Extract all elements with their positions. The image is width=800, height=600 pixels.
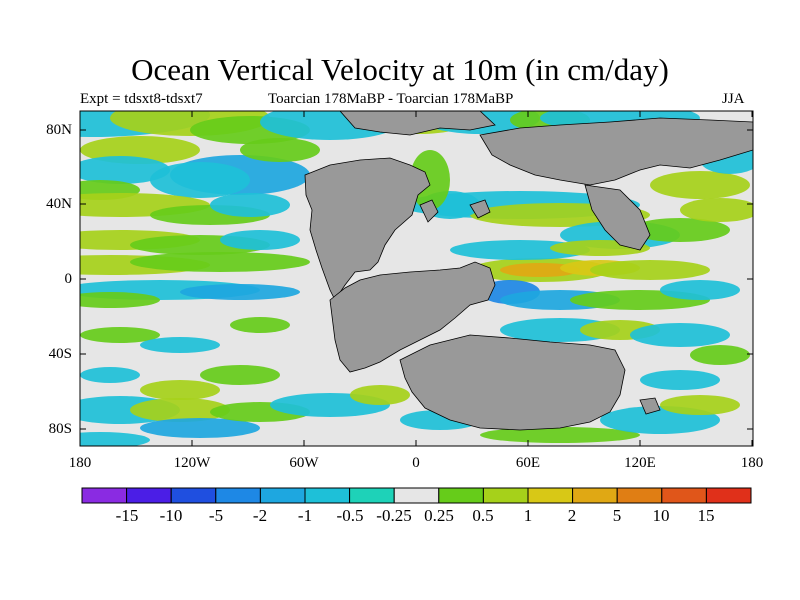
colorbar-label: 0.5 [472, 506, 494, 525]
lon-label-60w: 60W [289, 455, 319, 471]
lon-label-180e: 180 [740, 455, 764, 471]
colorbar-label: 0.25 [424, 506, 454, 525]
experiment-label: Expt = tdsxt8-tdsxt7 [80, 91, 203, 107]
landmass [479, 117, 753, 186]
lat-label-40n: 40N [46, 196, 72, 212]
landmass [339, 111, 496, 136]
lat-label-40s: 40S [48, 346, 72, 362]
lat-label-80n: 80N [46, 122, 72, 138]
colorbar-label: -1 [297, 506, 313, 525]
landmass [399, 334, 626, 431]
landmass [639, 397, 661, 415]
colorbar-label: -10 [159, 506, 183, 525]
landmass [584, 184, 651, 251]
period-label: Toarcian 178MaBP - Toarcian 178MaBP [268, 91, 514, 107]
colorbar-label: 5 [612, 506, 622, 525]
lat-label-80s: 80S [48, 421, 72, 437]
colorbar-label: 10 [652, 506, 670, 525]
landmass [329, 261, 496, 373]
colorbar-label: -2 [252, 506, 268, 525]
season-label: JJA [722, 91, 745, 107]
lat-label-0: 0 [64, 271, 73, 287]
map-title: Ocean Vertical Velocity at 10m (in cm/da… [131, 52, 669, 87]
colorbar-label: 2 [567, 506, 577, 525]
colorbar-label: 1 [523, 506, 533, 525]
land-masses [304, 111, 753, 431]
lon-label-120e: 120E [624, 455, 656, 471]
lon-label-180w: 180 [68, 455, 92, 471]
colorbar-label: -15 [115, 506, 139, 525]
landmass [469, 199, 491, 219]
lon-label-120w: 120W [173, 455, 211, 471]
colorbar-label: -0.5 [336, 506, 364, 525]
axis-ticks [79, 111, 753, 446]
landmass [419, 199, 439, 223]
lon-label-0: 0 [412, 455, 420, 471]
colorbar-label: 15 [697, 506, 715, 525]
colorbar-label: -5 [208, 506, 224, 525]
lon-label-60e: 60E [515, 455, 541, 471]
velocity-field [80, 111, 753, 446]
colorbar-label: -0.25 [376, 506, 412, 525]
landmass [304, 157, 431, 301]
